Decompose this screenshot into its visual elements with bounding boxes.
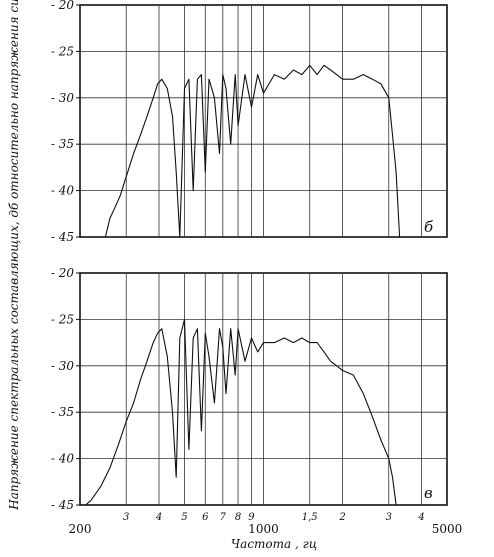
x-tick-label-major: 200 — [69, 522, 92, 536]
series-line-v — [85, 318, 400, 506]
x-tick-label-minor: 1,5 — [302, 512, 318, 523]
x-tick-label-minor: 4 — [155, 512, 162, 523]
y-tick-label: - 30 — [51, 359, 75, 373]
y-tick-label: - 35 — [51, 137, 74, 151]
x-axis-title: Частота , гц — [231, 537, 317, 551]
panel-v: - 20 - 25 - 30 - 35 - 40 - 45 в — [51, 266, 448, 512]
y-tick-label: - 40 — [51, 452, 75, 466]
panel-label-b: б — [424, 218, 434, 236]
x-tick-label-major: 1000 — [248, 522, 279, 536]
x-tick-label-minor: 6 — [202, 512, 209, 523]
panel-b: - 20 - 25 - 30 - 35 - 40 - 45 б — [51, 0, 448, 244]
y-tick-label: - 25 — [51, 44, 74, 58]
x-tick-label-minor: 2 — [338, 512, 345, 523]
x-tick-labels: 200 1000 5000 3 4 5 6 7 8 9 1,5 2 3 4 — [69, 512, 463, 536]
x-tick-label-major: 5000 — [432, 522, 463, 536]
x-tick-label-minor: 9 — [248, 512, 255, 523]
y-tick-label: - 40 — [51, 184, 75, 198]
y-ticks-v: - 20 - 25 - 30 - 35 - 40 - 45 — [51, 266, 80, 512]
y-axis-title: Напряжение спектральных составляющих, дб… — [7, 0, 21, 511]
x-tick-label-minor: 7 — [220, 512, 227, 523]
y-tick-label: - 35 — [51, 405, 74, 419]
gridlines-b — [80, 5, 447, 237]
gridlines-v — [80, 273, 447, 505]
series-line-b — [104, 64, 401, 238]
y-tick-label: - 45 — [51, 498, 74, 512]
x-tick-label-minor: 5 — [181, 512, 187, 523]
y-ticks-b: - 20 - 25 - 30 - 35 - 40 - 45 — [51, 0, 80, 244]
panel-label-v: в — [424, 484, 433, 502]
y-tick-label: - 45 — [51, 230, 74, 244]
y-tick-label: - 25 — [51, 312, 74, 326]
y-tick-label: - 30 — [51, 91, 75, 105]
x-tick-label-minor: 3 — [386, 512, 392, 523]
x-tick-label-minor: 8 — [235, 512, 241, 523]
x-tick-label-minor: 3 — [123, 512, 129, 523]
y-tick-label: - 20 — [51, 0, 75, 12]
x-tick-label-minor: 4 — [417, 512, 424, 523]
y-tick-label: - 20 — [51, 266, 75, 280]
